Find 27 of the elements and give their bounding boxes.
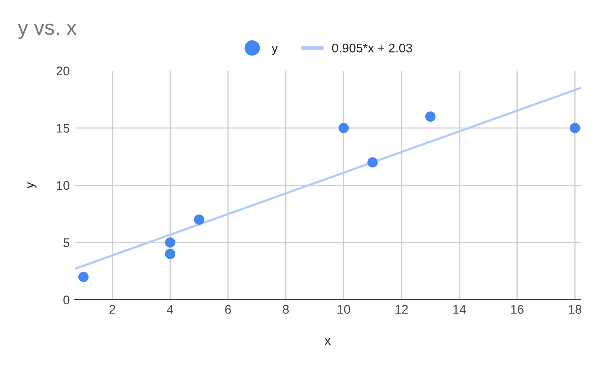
y-tick-label: 0 [64,296,70,305]
point [368,157,378,168]
point [570,123,580,134]
legend-label: y [272,46,278,56]
y-axis-title: y [28,182,37,189]
x-tick-label: 14 [454,305,466,314]
x-axis-title: x [325,338,331,346]
legend-label: 0.905*x + 2.03 [332,44,412,53]
y-tick-label: 20 [56,66,70,76]
x-tick-label: 18 [569,305,582,314]
x-tick-label: 2 [110,305,116,314]
point [165,249,176,260]
point [78,272,89,282]
x-tick-label: 6 [225,305,232,314]
x-tick-label: 12 [396,305,408,314]
y-tick-label: 5 [64,238,70,248]
y-tick-label: 15 [57,124,70,133]
point [338,123,350,134]
point [425,112,436,122]
point [194,214,204,225]
x-tick-label: 8 [283,305,290,314]
chart-title: y vs. x [18,24,77,40]
y-tick-label: 10 [57,181,70,190]
point [165,238,176,248]
x-tick-label: 16 [511,305,524,314]
x-tick-label: 4 [167,305,174,314]
x-tick-label: 10 [338,305,350,314]
